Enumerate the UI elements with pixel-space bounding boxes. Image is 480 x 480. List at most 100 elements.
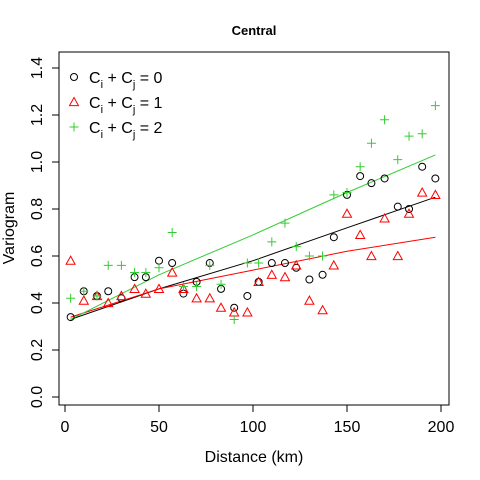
legend-label-part: j — [132, 79, 135, 91]
data-point-series-2 — [167, 228, 177, 237]
fit-lines — [70, 154, 436, 320]
data-point-series-1 — [430, 189, 441, 199]
data-point-series-2 — [291, 242, 301, 252]
data-point-series-0 — [405, 205, 414, 213]
legend-label-series-1: Ci + Cj = 1 — [89, 95, 163, 116]
data-point-series-1 — [317, 304, 328, 315]
data-point-series-1 — [78, 295, 90, 305]
data-point-series-0 — [179, 289, 188, 298]
data-point-series-1 — [140, 288, 152, 298]
data-point-series-0 — [104, 287, 113, 296]
data-point-series-0 — [418, 162, 427, 171]
data-point-series-2 — [103, 260, 113, 270]
data-point-series-2 — [216, 279, 226, 289]
data-point-series-1 — [266, 269, 278, 279]
data-point-series-1 — [366, 250, 377, 261]
data-point-series-1 — [102, 297, 114, 308]
data-point-series-1 — [403, 208, 415, 218]
data-point-series-1 — [215, 302, 227, 312]
data-point-series-2 — [154, 263, 164, 273]
data-point-series-2 — [404, 131, 414, 141]
data-point-series-2 — [366, 138, 376, 148]
y-tick-label: 0.2 — [29, 339, 46, 361]
data-point-series-0 — [243, 291, 252, 300]
data-point-series-1 — [242, 306, 253, 317]
data-point-series-0 — [380, 174, 389, 183]
data-point-series-1 — [328, 259, 340, 270]
y-tick-label: 1.0 — [29, 151, 46, 173]
data-point-series-2 — [329, 190, 339, 200]
data-point-series-2 — [280, 218, 290, 228]
data-point-series-2 — [192, 282, 202, 292]
data-point-series-2 — [430, 101, 440, 111]
data-point-series-1 — [166, 266, 178, 277]
data-point-series-0 — [393, 202, 402, 211]
data-point-series-2 — [130, 267, 140, 277]
data-point-series-2 — [178, 282, 188, 292]
x-tick-label: 0 — [61, 419, 70, 436]
y-axis-label: Variogram — [1, 192, 18, 265]
legend-label-part: + C — [103, 95, 133, 112]
legend-label-part: i — [101, 129, 103, 141]
fit-line-series-0 — [70, 196, 436, 320]
legend-label-part: i — [101, 104, 103, 116]
legend-marker-series-2 — [69, 122, 79, 132]
x-axis: 0 50 100 150 200 — [61, 405, 455, 436]
data-point-series-0 — [329, 233, 338, 242]
x-tick-label: 50 — [150, 419, 168, 436]
legend-label-part: + C — [103, 70, 133, 87]
legend-marker-series-1 — [68, 96, 80, 107]
legend-label-part: = 1 — [135, 95, 162, 112]
data-point-series-0 — [367, 179, 376, 188]
data-point-series-0 — [318, 270, 327, 279]
data-point-series-2 — [141, 267, 151, 277]
legend-label-part: C — [89, 70, 101, 87]
data-point-series-0 — [267, 259, 276, 268]
y-tick-label: 0.6 — [29, 245, 46, 267]
data-point-series-0 — [280, 259, 289, 268]
data-point-series-1 — [178, 283, 189, 293]
data-point-series-2 — [267, 237, 277, 247]
legend-label-series-2: Ci + Cj = 2 — [89, 120, 163, 141]
legend-label-part: j — [132, 104, 135, 116]
y-tick-label: 0.4 — [29, 292, 46, 314]
data-point-series-0 — [305, 275, 314, 284]
y-tick-label: 0.8 — [29, 198, 46, 220]
data-point-series-2 — [242, 258, 252, 268]
data-point-series-2 — [66, 293, 76, 303]
data-point-series-1 — [65, 255, 76, 265]
data-point-series-2 — [92, 291, 102, 301]
data-point-series-2 — [417, 129, 427, 139]
legend-label-part: + C — [103, 120, 133, 137]
data-point-series-2 — [116, 260, 126, 270]
data-point-series-2 — [304, 251, 314, 261]
data-point-series-2 — [355, 162, 365, 172]
legend-label-part: j — [132, 129, 135, 141]
data-point-series-0 — [230, 303, 239, 312]
data-point-series-0 — [155, 256, 163, 265]
data-point-series-1 — [392, 250, 404, 261]
data-point-series-1 — [304, 295, 315, 305]
data-point-series-1 — [379, 212, 390, 223]
data-point-series-2 — [229, 314, 239, 324]
legend-label-part: C — [89, 120, 101, 137]
data-point-series-2 — [342, 188, 352, 198]
legend-label-series-0: Ci + Cj = 0 — [89, 70, 163, 91]
data-point-series-2 — [79, 286, 89, 296]
data-point-series-1 — [354, 229, 366, 239]
y-tick-label: 0.0 — [29, 386, 46, 408]
data-point-series-1 — [204, 292, 216, 303]
data-point-series-2 — [380, 115, 390, 125]
data-point-series-0 — [66, 313, 75, 322]
data-point-series-2 — [254, 258, 264, 268]
data-point-series-2 — [318, 251, 328, 261]
chart-title: Central — [232, 23, 277, 38]
legend-label-part: = 0 — [135, 70, 162, 87]
data-point-series-2 — [205, 260, 215, 270]
legend-marker-series-0 — [70, 73, 78, 81]
data-point-series-0 — [431, 174, 440, 183]
legend: Ci + Cj = 0Ci + Cj = 1Ci + Cj = 2 — [68, 70, 163, 141]
x-tick-label: 200 — [428, 419, 455, 436]
